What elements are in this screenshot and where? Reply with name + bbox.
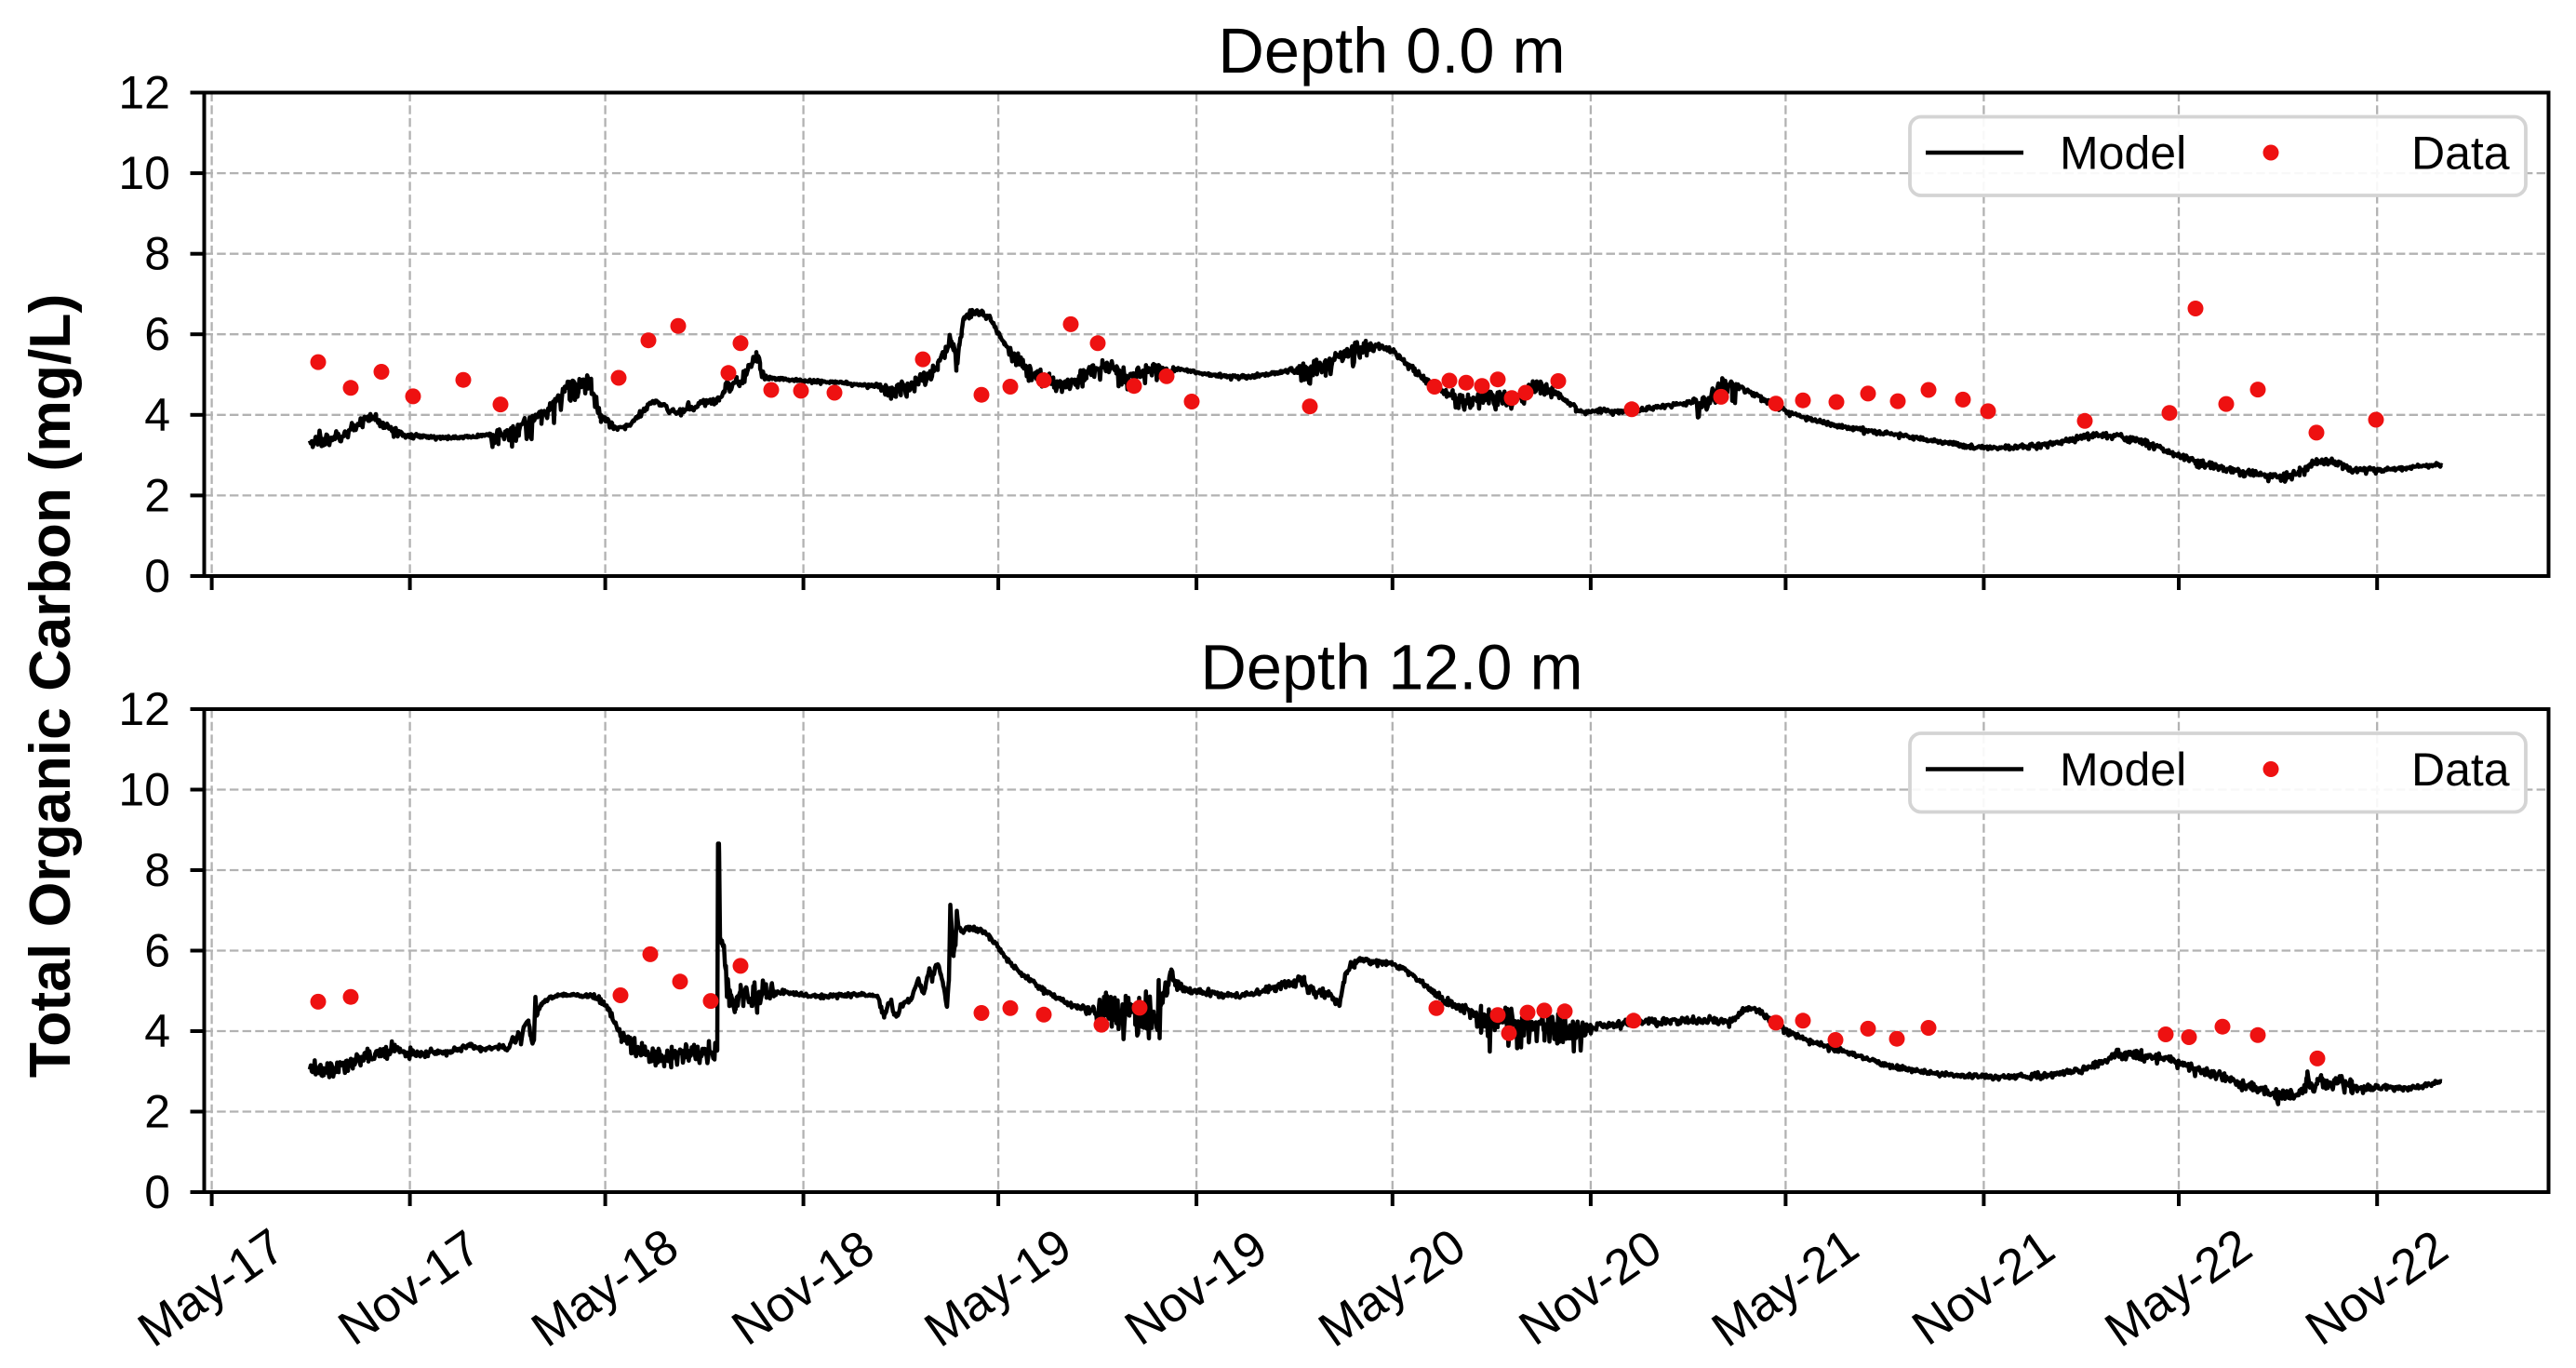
svg-text:10: 10 — [118, 764, 170, 816]
svg-text:4: 4 — [144, 389, 170, 441]
svg-text:Data: Data — [2411, 744, 2510, 796]
svg-text:12: 12 — [118, 683, 170, 735]
svg-text:Total Organic Carbon (mg/L): Total Organic Carbon (mg/L) — [18, 294, 83, 1079]
svg-text:8: 8 — [144, 228, 170, 280]
svg-text:12: 12 — [118, 67, 170, 119]
svg-text:8: 8 — [144, 844, 170, 896]
svg-text:10: 10 — [118, 147, 170, 199]
svg-text:Data: Data — [2411, 127, 2510, 180]
svg-text:0: 0 — [144, 1166, 170, 1218]
svg-text:0: 0 — [144, 550, 170, 602]
svg-text:2: 2 — [144, 469, 170, 521]
svg-text:2: 2 — [144, 1086, 170, 1138]
svg-text:6: 6 — [144, 308, 170, 360]
svg-text:Depth 12.0 m: Depth 12.0 m — [1200, 632, 1582, 704]
svg-text:Depth 0.0 m: Depth 0.0 m — [1218, 15, 1565, 87]
svg-text:6: 6 — [144, 925, 170, 977]
svg-text:Model: Model — [2060, 744, 2186, 796]
svg-text:Model: Model — [2060, 127, 2186, 180]
svg-text:4: 4 — [144, 1005, 170, 1057]
